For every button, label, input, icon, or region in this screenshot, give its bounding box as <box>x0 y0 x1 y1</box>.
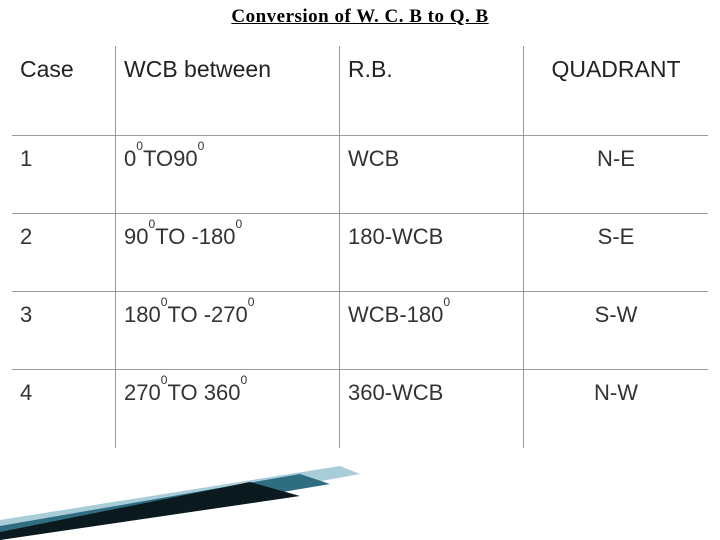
decorative-wedge-icon <box>0 460 400 540</box>
cell-case: 4 <box>12 370 116 448</box>
table-row: 1 00 TO900 WCB N-E <box>12 136 708 214</box>
table-row: 2 900 TO -1800 180-WCB S-E <box>12 214 708 292</box>
cell-quad: N-E <box>524 136 708 213</box>
cell-rb: WCB <box>340 136 524 213</box>
cell-wcb: 00 TO900 <box>116 136 340 213</box>
conversion-table: Case WCB between R.B. QUADRANT 1 00 TO90… <box>12 46 708 448</box>
cell-case: 1 <box>12 136 116 213</box>
cell-quad: S-W <box>524 292 708 369</box>
table-header-row: Case WCB between R.B. QUADRANT <box>12 46 708 136</box>
cell-rb: WCB-1800 <box>340 292 524 369</box>
cell-rb: 360-WCB <box>340 370 524 448</box>
cell-wcb: 900 TO -1800 <box>116 214 340 291</box>
col-header-rb: R.B. <box>340 46 524 135</box>
table-row: 4 2700 TO 3600 360-WCB N-W <box>12 370 708 448</box>
cell-wcb: 2700 TO 3600 <box>116 370 340 448</box>
col-header-wcb: WCB between <box>116 46 340 135</box>
cell-case: 2 <box>12 214 116 291</box>
cell-quad: S-E <box>524 214 708 291</box>
col-header-quadrant: QUADRANT <box>524 46 708 135</box>
cell-quad: N-W <box>524 370 708 448</box>
cell-rb: 180-WCB <box>340 214 524 291</box>
col-header-case: Case <box>12 46 116 135</box>
cell-wcb: 1800 TO -2700 <box>116 292 340 369</box>
cell-case: 3 <box>12 292 116 369</box>
table-row: 3 1800 TO -2700 WCB-1800 S-W <box>12 292 708 370</box>
page-title: Conversion of W. C. B to Q. B <box>0 0 720 28</box>
